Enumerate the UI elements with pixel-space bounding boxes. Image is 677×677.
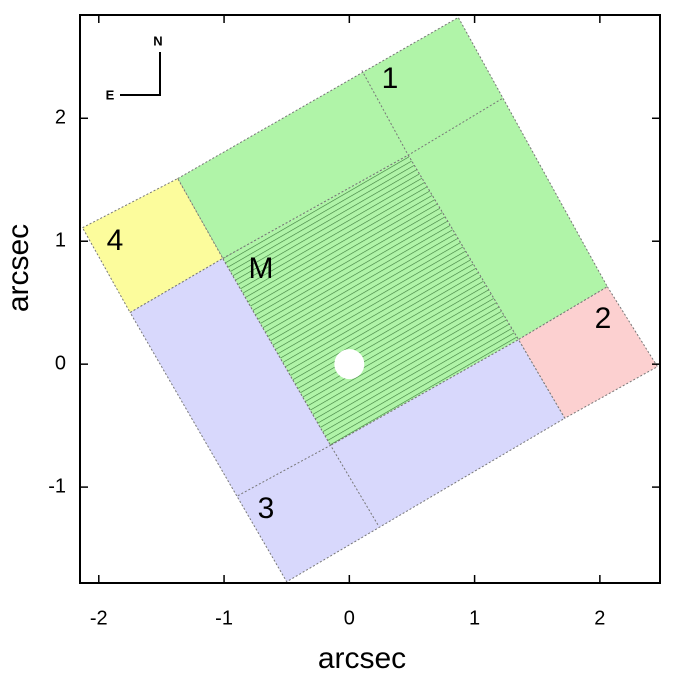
y-tick-label: -1 xyxy=(48,475,66,497)
region xyxy=(222,154,520,446)
y-tick-label: 0 xyxy=(55,352,66,374)
y-tick-label: 2 xyxy=(55,107,66,129)
region-label: 4 xyxy=(107,224,124,257)
y-tick-label: 1 xyxy=(55,229,66,251)
x-tick-label: -2 xyxy=(90,607,108,629)
x-tick-label: 0 xyxy=(344,607,355,629)
region-label: 2 xyxy=(595,302,612,335)
plot-frame xyxy=(79,14,661,584)
compass-n: N xyxy=(153,33,162,48)
region-label: 1 xyxy=(382,62,399,95)
x-tick-label: 1 xyxy=(469,607,480,629)
region-label: 3 xyxy=(258,492,275,525)
y-axis-label: arcsec xyxy=(2,224,35,312)
divider xyxy=(237,444,379,526)
x-axis-label: arcsec xyxy=(318,642,406,675)
x-tick-label: -1 xyxy=(215,607,233,629)
region xyxy=(129,257,566,583)
divider xyxy=(361,70,503,156)
x-tick-label: 2 xyxy=(594,607,605,629)
compass-e: E xyxy=(106,87,115,102)
hole xyxy=(334,349,365,380)
region xyxy=(81,177,224,314)
region-label: M xyxy=(249,252,274,285)
